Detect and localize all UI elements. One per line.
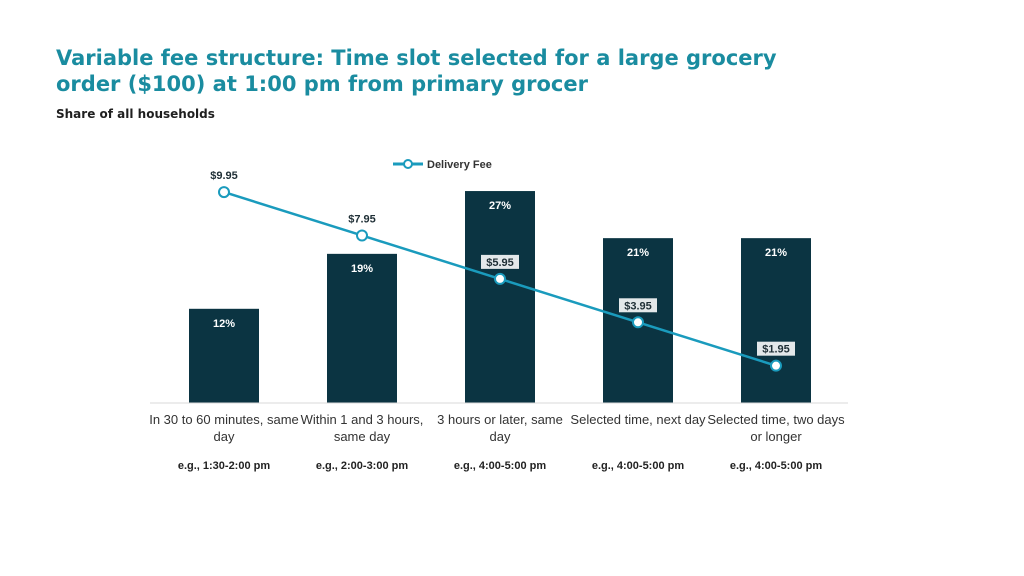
bar-value-label: 27% bbox=[489, 200, 511, 212]
fee-line: $9.95 $7.95 $5.95 $3.95 $1.95 bbox=[210, 170, 795, 372]
bar bbox=[189, 308, 259, 403]
fee-value-label: $3.95 bbox=[624, 300, 652, 312]
example-label: e.g., 4:00-5:00 pm bbox=[453, 460, 547, 472]
example-label: e.g., 1:30-2:00 pm bbox=[177, 460, 271, 472]
category-label: In 30 to 60 minutes, same day bbox=[149, 412, 299, 444]
bars: 12% 19% 27% 21% 21% bbox=[189, 191, 811, 403]
fee-point bbox=[494, 272, 506, 285]
bar-value-label: 19% bbox=[351, 263, 373, 275]
fee-value-label: $9.95 bbox=[210, 170, 238, 182]
bar bbox=[741, 238, 811, 403]
fee-value-label: $7.95 bbox=[348, 213, 376, 225]
example-label: e.g., 4:00-5:00 pm bbox=[729, 460, 823, 472]
fee-point bbox=[770, 359, 782, 372]
bar-value-label: 21% bbox=[765, 247, 787, 259]
example-label: e.g., 2:00-3:00 pm bbox=[315, 460, 409, 472]
category-label: Selected time, next day bbox=[570, 412, 706, 427]
category-label: 3 hours or later, same day bbox=[437, 412, 563, 444]
fee-point bbox=[356, 229, 368, 242]
fee-label-box bbox=[481, 254, 519, 269]
fee-label-box bbox=[619, 298, 657, 313]
legend-label: Delivery Fee bbox=[427, 159, 492, 171]
bar bbox=[465, 191, 535, 403]
fee-point bbox=[218, 186, 230, 199]
fee-label-box bbox=[757, 341, 795, 356]
bar-value-label: 21% bbox=[627, 247, 649, 259]
bar-value-label: 12% bbox=[213, 318, 235, 330]
legend-marker bbox=[403, 159, 413, 169]
fee-value-label: $5.95 bbox=[486, 257, 514, 269]
chart-title: Variable fee structure: Time slot select… bbox=[56, 46, 777, 96]
category-label: Selected time, two days or longer bbox=[707, 412, 845, 444]
category-label: Within 1 and 3 hours, same day bbox=[300, 412, 424, 444]
chart-subtitle: Share of all households bbox=[56, 107, 215, 121]
fee-point bbox=[632, 316, 644, 329]
example-label: e.g., 4:00-5:00 pm bbox=[591, 460, 685, 472]
bar bbox=[327, 253, 397, 403]
legend: Delivery Fee bbox=[393, 159, 492, 171]
fee-value-label: $1.95 bbox=[762, 344, 790, 356]
